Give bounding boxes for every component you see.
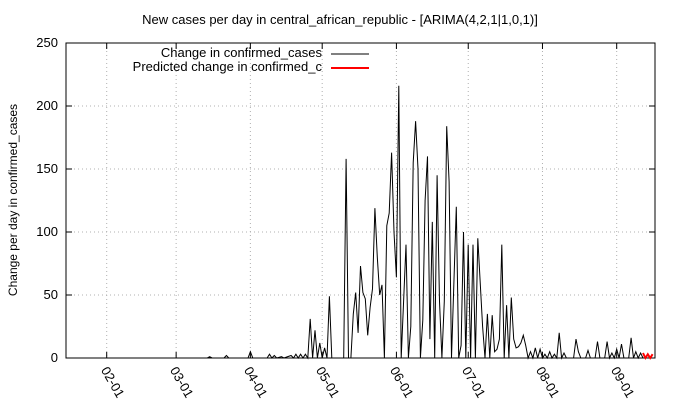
series-layer [207, 85, 654, 361]
y-tick-label: 200 [36, 98, 58, 113]
gridlines [66, 42, 655, 359]
y-tick-label: 150 [36, 161, 58, 176]
y-tick-label: 100 [36, 224, 58, 239]
y-tick-label: 0 [50, 350, 58, 365]
plot-frame [65, 42, 656, 359]
y-tick-label: 250 [36, 35, 58, 50]
legend-label-1: Predicted change in confirmed_c [132, 59, 322, 74]
legend-lines [331, 53, 369, 69]
y-axis-label: Change per day in confirmed_cases [6, 103, 20, 297]
axis-ticks [66, 42, 655, 359]
y-tick-label: 50 [43, 287, 58, 302]
series-line-0 [207, 85, 644, 360]
series-line-1 [642, 352, 654, 361]
chart-title: New cases per day in central_african_rep… [142, 12, 538, 27]
legend-label-0: Change in confirmed_cases [160, 45, 322, 60]
